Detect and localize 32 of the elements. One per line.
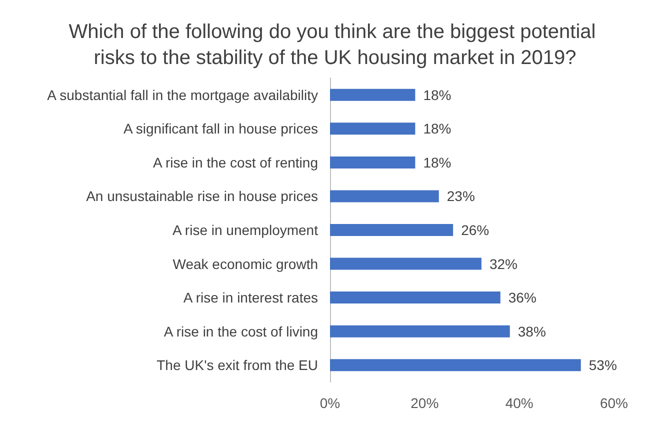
data-label: 38% [518, 323, 546, 340]
y-tick-label: A rise in interest rates [183, 290, 318, 306]
bar [330, 224, 454, 236]
data-label: 53% [588, 357, 617, 374]
data-label: 32% [489, 256, 518, 272]
x-tick-label: 20% [410, 395, 439, 411]
chart-title: Which of the following do you think are the biggest potential risks to the stability of the UK housing market in 2019? [68, 21, 602, 69]
y-tick-label: An unsustainable rise in house prices [86, 188, 318, 204]
y-tick-label: A rise in the cost of renting [153, 154, 318, 170]
bar [330, 359, 581, 372]
x-tick-label: 0% [320, 395, 340, 411]
y-tick-label: A substantial fall in the mortgage availability [47, 86, 318, 103]
bar [330, 325, 510, 338]
data-label: 26% [461, 222, 490, 238]
y-tick-label: The UK's exit from the EU [156, 357, 318, 374]
bar [330, 258, 482, 270]
bar [330, 156, 416, 168]
bar [330, 88, 416, 101]
bar [330, 122, 416, 135]
y-tick-label: Weak economic growth [172, 256, 318, 272]
data-label: 23% [446, 188, 475, 204]
data-label: 18% [423, 120, 452, 137]
x-tick-label: 40% [505, 395, 534, 411]
bar [330, 292, 500, 304]
bar [330, 190, 439, 202]
data-label: 18% [423, 86, 452, 103]
y-tick-label: A significant fall in house prices [123, 120, 318, 137]
data-label: 18% [423, 154, 452, 170]
data-label: 36% [508, 290, 536, 306]
y-tick-label: A rise in unemployment [172, 222, 318, 238]
x-tick-label: 60% [600, 395, 628, 411]
y-tick-label: A rise in the cost of living [164, 323, 318, 340]
